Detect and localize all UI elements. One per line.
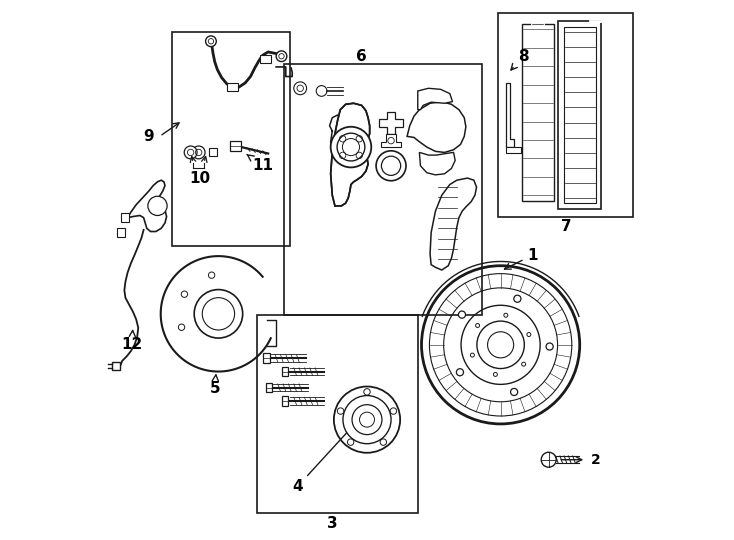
Circle shape <box>184 146 197 159</box>
Circle shape <box>527 333 531 336</box>
Circle shape <box>316 86 327 96</box>
Polygon shape <box>117 228 125 237</box>
Polygon shape <box>266 383 272 393</box>
Text: 10: 10 <box>189 171 211 186</box>
Circle shape <box>192 146 205 159</box>
Circle shape <box>388 138 394 144</box>
Circle shape <box>380 439 387 446</box>
Circle shape <box>514 295 521 302</box>
Polygon shape <box>121 213 128 222</box>
Circle shape <box>390 408 396 414</box>
Circle shape <box>476 323 479 327</box>
Circle shape <box>376 151 406 181</box>
Circle shape <box>337 133 365 161</box>
Circle shape <box>343 139 360 156</box>
Circle shape <box>343 396 391 444</box>
Polygon shape <box>419 152 455 175</box>
Circle shape <box>511 388 517 395</box>
Polygon shape <box>418 88 453 110</box>
Circle shape <box>347 439 354 446</box>
Circle shape <box>493 373 498 376</box>
Polygon shape <box>506 147 521 153</box>
Polygon shape <box>522 24 554 200</box>
Polygon shape <box>382 134 401 147</box>
Text: 7: 7 <box>561 219 571 234</box>
Circle shape <box>338 408 344 414</box>
Text: 2: 2 <box>590 453 600 467</box>
Polygon shape <box>128 180 167 232</box>
Circle shape <box>459 311 465 318</box>
Circle shape <box>522 362 526 366</box>
Circle shape <box>276 51 287 62</box>
Polygon shape <box>564 27 596 203</box>
Circle shape <box>541 452 556 467</box>
Text: 6: 6 <box>356 49 367 64</box>
Circle shape <box>504 313 508 317</box>
Circle shape <box>294 82 307 94</box>
Polygon shape <box>227 83 238 91</box>
Text: 3: 3 <box>327 516 338 531</box>
Circle shape <box>148 196 167 215</box>
Polygon shape <box>330 103 370 206</box>
Text: 12: 12 <box>121 330 142 352</box>
Polygon shape <box>209 148 217 156</box>
Polygon shape <box>260 55 271 63</box>
Circle shape <box>334 387 400 453</box>
Text: 8: 8 <box>511 49 528 70</box>
Circle shape <box>382 156 401 176</box>
Polygon shape <box>430 178 476 270</box>
Text: 1: 1 <box>504 247 538 269</box>
Text: 5: 5 <box>209 375 220 396</box>
Text: 4: 4 <box>292 426 353 494</box>
Circle shape <box>360 412 374 427</box>
Circle shape <box>330 127 371 167</box>
Circle shape <box>352 404 382 435</box>
Polygon shape <box>379 112 403 134</box>
Circle shape <box>364 389 370 395</box>
Polygon shape <box>407 102 466 152</box>
Polygon shape <box>112 362 120 370</box>
Text: 11: 11 <box>247 154 273 173</box>
Polygon shape <box>230 140 241 151</box>
Circle shape <box>206 36 217 46</box>
Circle shape <box>470 353 474 357</box>
Polygon shape <box>264 353 269 363</box>
Polygon shape <box>282 367 288 376</box>
Circle shape <box>546 343 553 350</box>
Polygon shape <box>282 396 288 406</box>
Circle shape <box>457 369 463 376</box>
Text: 9: 9 <box>144 129 154 144</box>
Polygon shape <box>506 83 514 147</box>
Polygon shape <box>559 22 601 208</box>
